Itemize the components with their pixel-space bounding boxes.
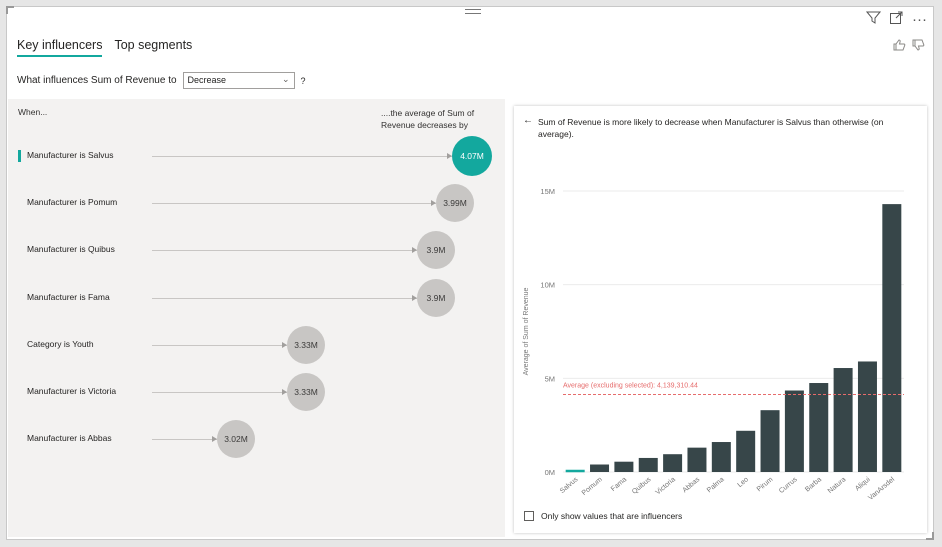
influencer-label[interactable]: Manufacturer is Quibus xyxy=(27,244,115,254)
y-axis-title: Average of Sum of Revenue xyxy=(523,287,530,375)
tab-key-influencers[interactable]: Key influencers xyxy=(17,38,103,57)
tab-top-segments[interactable]: Top segments xyxy=(114,38,193,52)
checkbox-label: Only show values that are influencers xyxy=(541,511,683,521)
bar xyxy=(565,469,585,473)
direction-dropdown[interactable]: Decrease ⌄ xyxy=(182,72,295,89)
x-tick-label: Palma xyxy=(706,476,726,494)
arrow-icon xyxy=(412,295,417,301)
average-line-label: Average (excluding selected): 4,139,310.… xyxy=(563,382,698,389)
thumbs-up-icon[interactable] xyxy=(893,39,906,54)
x-tick-label: Abbas xyxy=(682,476,702,494)
when-header: When... xyxy=(18,107,48,117)
visual-frame: ··· Key influencers Top segments What in… xyxy=(6,6,934,540)
influencers-only-toggle[interactable]: Only show values that are influencers xyxy=(524,511,682,521)
y-tick-label: 0M xyxy=(545,468,555,477)
influencer-value-bubble[interactable]: 3.02M xyxy=(217,420,255,458)
bar xyxy=(687,447,707,472)
influencer-line xyxy=(152,439,217,440)
arrow-icon xyxy=(447,153,452,159)
back-arrow-icon[interactable]: ← xyxy=(523,115,533,126)
influencer-line xyxy=(152,345,287,346)
dropdown-value: Decrease xyxy=(187,75,227,85)
tab-bar: Key influencers Top segments xyxy=(17,38,192,57)
detail-title: Sum of Revenue is more likely to decreas… xyxy=(538,117,884,139)
x-tick-label: Salvus xyxy=(559,476,580,495)
arrow-icon xyxy=(431,200,436,206)
influencer-label[interactable]: Manufacturer is Abbas xyxy=(27,433,112,443)
question-label: What influences Sum of Revenue to xyxy=(17,75,177,86)
resize-corner[interactable] xyxy=(926,532,934,540)
x-tick-label: Pomum xyxy=(581,476,604,497)
bar xyxy=(736,430,756,472)
chevron-down-icon: ⌄ xyxy=(281,74,290,84)
x-tick-label: Barba xyxy=(804,476,823,493)
x-tick-label: Currus xyxy=(778,476,799,495)
influencer-label[interactable]: Manufacturer is Salvus xyxy=(27,150,114,160)
influencer-value-bubble[interactable]: 4.07M xyxy=(452,136,492,176)
bar xyxy=(638,457,658,472)
checkbox[interactable] xyxy=(524,511,534,521)
bar xyxy=(663,454,683,472)
influencer-line xyxy=(152,203,436,204)
thumbs-down-icon[interactable] xyxy=(912,39,925,54)
bar xyxy=(833,368,853,472)
y-tick-label: 5M xyxy=(545,374,555,383)
y-tick-label: 15M xyxy=(540,187,555,196)
resize-corner[interactable] xyxy=(6,6,14,14)
influencer-label[interactable]: Manufacturer is Victoria xyxy=(27,386,117,396)
visual-header-toolbar: ··· xyxy=(865,10,927,28)
influencer-label[interactable]: Manufacturer is Pomum xyxy=(27,197,118,207)
influencer-value-bubble[interactable]: 3.33M xyxy=(287,373,325,411)
detail-panel: ← Sum of Revenue is more likely to decre… xyxy=(514,106,927,533)
x-tick-label: Pirum xyxy=(756,476,775,493)
bar xyxy=(711,442,731,472)
x-tick-label: Victoria xyxy=(655,476,677,496)
question-row: What influences Sum of Revenue to Decrea… xyxy=(17,72,306,89)
arrow-icon xyxy=(282,389,287,395)
x-tick-label: Fama xyxy=(610,476,628,493)
filter-icon[interactable] xyxy=(865,10,882,28)
x-tick-label: VanArsdel xyxy=(867,476,896,501)
arrow-icon xyxy=(412,247,417,253)
drag-handle-icon[interactable] xyxy=(465,9,481,18)
influencer-value-bubble[interactable]: 3.9M xyxy=(417,279,455,317)
arrow-icon xyxy=(282,342,287,348)
x-tick-label: Natura xyxy=(827,476,848,495)
bar xyxy=(857,361,877,472)
feedback-buttons xyxy=(893,39,925,54)
influencer-value-bubble[interactable]: 3.33M xyxy=(287,326,325,364)
influencer-line xyxy=(152,298,417,299)
influencer-line xyxy=(152,250,417,251)
influencers-list: When... ....the average of Sum of Revenu… xyxy=(8,99,505,537)
influencer-label[interactable]: Category is Youth xyxy=(27,339,94,349)
arrow-icon xyxy=(212,436,217,442)
bar xyxy=(809,383,829,472)
more-options-icon[interactable]: ··· xyxy=(912,10,927,28)
influencer-line xyxy=(152,156,452,157)
bar xyxy=(760,410,780,472)
bar xyxy=(590,464,610,472)
y-tick-label: 10M xyxy=(540,281,555,290)
bar xyxy=(614,461,634,472)
bar xyxy=(882,204,902,472)
influencer-line xyxy=(152,392,287,393)
influencer-label[interactable]: Manufacturer is Fama xyxy=(27,292,110,302)
focus-mode-icon[interactable] xyxy=(889,10,904,28)
influencer-value-bubble[interactable]: 3.9M xyxy=(417,231,455,269)
help-icon[interactable]: ? xyxy=(300,75,306,86)
x-tick-label: Quibus xyxy=(631,476,653,496)
x-tick-label: Aliqui xyxy=(854,476,872,493)
selected-indicator xyxy=(18,150,21,162)
bar-chart: 0M 5M 10M 15M Salvus Pomum Fama Quibus Victoria A… xyxy=(523,187,904,501)
bar xyxy=(784,390,804,472)
x-tick-label: Leo xyxy=(737,476,751,489)
average-header: ....the average of Sum of Revenue decrea… xyxy=(381,108,475,130)
influencer-value-bubble[interactable]: 3.99M xyxy=(436,184,474,222)
